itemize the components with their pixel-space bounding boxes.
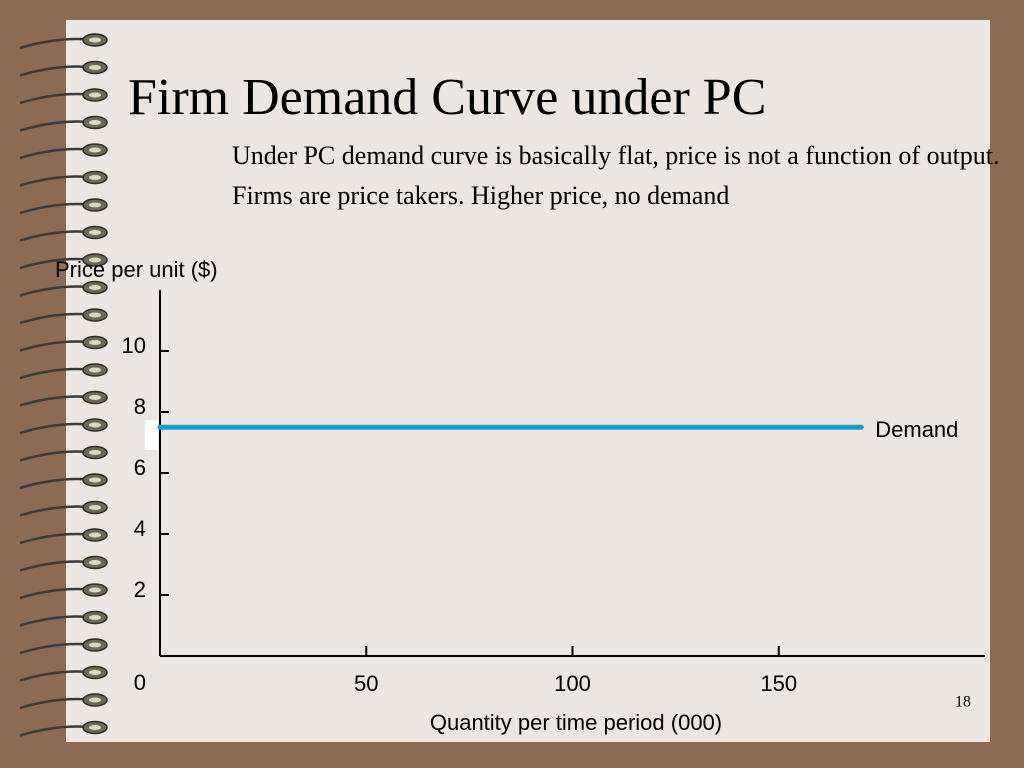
spiral-hole: [89, 120, 101, 125]
spiral-hole: [89, 285, 101, 290]
slide-background: [66, 20, 990, 742]
spiral-hole: [89, 65, 101, 70]
series-label: Demand: [875, 417, 958, 442]
y-tick-label: 0: [134, 670, 146, 695]
spiral-hole: [89, 587, 101, 593]
spiral-hole: [89, 230, 101, 235]
spiral-hole: [89, 175, 101, 180]
white-patch: [145, 420, 158, 450]
y-tick-label: 10: [122, 333, 146, 358]
spiral-hole: [89, 505, 101, 510]
spiral-hole: [89, 92, 101, 98]
spiral-hole: [89, 367, 101, 373]
slide-number: 18: [955, 694, 971, 711]
y-tick-label: 8: [134, 394, 146, 419]
body-text: Under PC demand curve is basically flat,…: [232, 141, 1000, 210]
spiral-hole: [89, 642, 101, 648]
x-tick-label: 100: [554, 671, 591, 696]
spiral-hole: [89, 340, 101, 345]
y-axis-label: Price per unit ($): [55, 257, 218, 282]
spiral-hole: [89, 147, 101, 153]
spiral-hole: [89, 560, 101, 565]
chart-title: Firm Demand Curve under PC: [128, 69, 766, 126]
spiral-hole: [89, 477, 101, 483]
spiral-hole: [89, 202, 101, 208]
spiral-hole: [89, 670, 101, 675]
spiral-binding: [19, 33, 108, 737]
spiral-hole: [89, 422, 101, 428]
spiral-hole: [89, 450, 101, 455]
spiral-hole: [89, 395, 101, 400]
y-tick-label: 6: [134, 455, 146, 480]
x-tick-label: 50: [354, 671, 378, 696]
x-axis-label: Quantity per time period (000): [430, 710, 722, 735]
spiral-hole: [89, 37, 101, 43]
x-tick-label: 150: [760, 671, 797, 696]
y-tick-label: 2: [134, 577, 146, 602]
spiral-hole: [89, 257, 101, 263]
spiral-hole: [89, 312, 101, 318]
spiral-hole: [89, 725, 101, 730]
spiral-hole: [89, 697, 101, 703]
spiral-hole: [89, 532, 101, 538]
y-tick-label: 4: [134, 516, 146, 541]
spiral-hole: [89, 615, 101, 620]
